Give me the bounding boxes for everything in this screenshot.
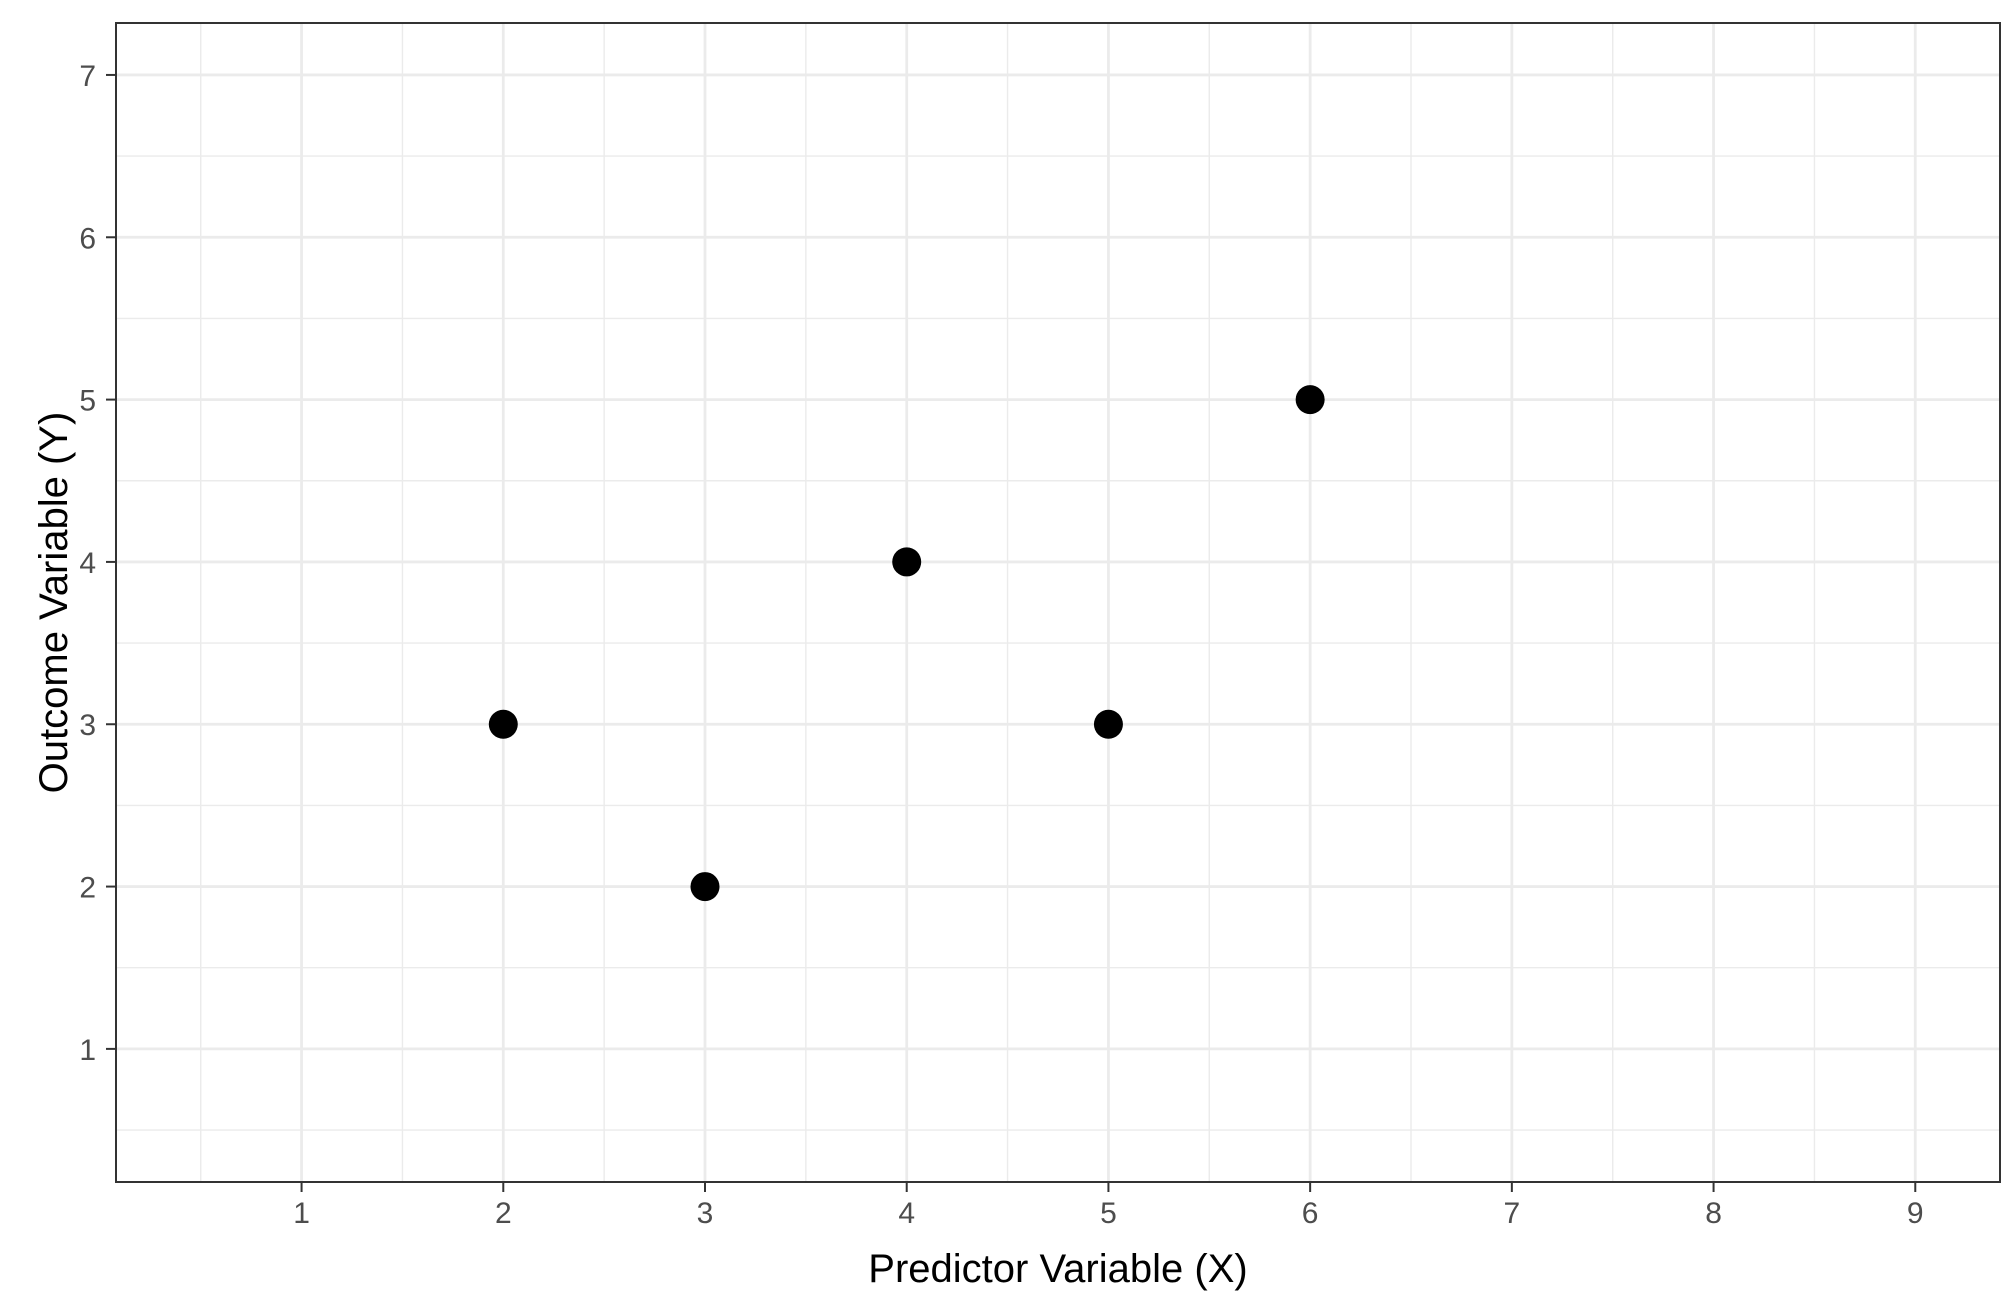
y-tick-label: 2 xyxy=(79,872,96,905)
x-tick-label: 9 xyxy=(1907,1197,1924,1230)
y-axis-ticks: 1 2 3 4 5 6 7 xyxy=(79,60,116,1067)
y-tick-label: 5 xyxy=(79,385,96,418)
x-tick-label: 4 xyxy=(898,1197,915,1230)
data-point xyxy=(1093,709,1123,739)
y-tick-label: 4 xyxy=(79,547,96,580)
y-tick-label: 1 xyxy=(79,1034,96,1067)
x-tick-label: 8 xyxy=(1705,1197,1722,1230)
major-gridlines xyxy=(116,23,2000,1182)
x-axis-ticks: 1 2 3 4 5 6 7 8 9 xyxy=(293,1182,1924,1230)
minor-gridlines xyxy=(116,23,2000,1182)
data-point xyxy=(1295,385,1325,415)
x-axis-title: Predictor Variable (X) xyxy=(868,1247,1247,1291)
y-tick-label: 7 xyxy=(79,60,96,93)
y-tick-label: 6 xyxy=(79,222,96,255)
x-tick-label: 2 xyxy=(495,1197,512,1230)
x-tick-label: 1 xyxy=(293,1197,310,1230)
x-tick-label: 6 xyxy=(1302,1197,1319,1230)
x-tick-label: 5 xyxy=(1100,1197,1117,1230)
y-axis-title: Outcome Variable (Y) xyxy=(32,412,76,794)
data-point xyxy=(488,709,518,739)
x-tick-label: 3 xyxy=(697,1197,714,1230)
data-points xyxy=(488,385,1325,902)
data-point xyxy=(690,872,720,902)
y-tick-label: 3 xyxy=(79,709,96,742)
x-tick-label: 7 xyxy=(1504,1197,1521,1230)
data-point xyxy=(892,547,922,577)
plot-panel-border xyxy=(115,22,2001,1183)
